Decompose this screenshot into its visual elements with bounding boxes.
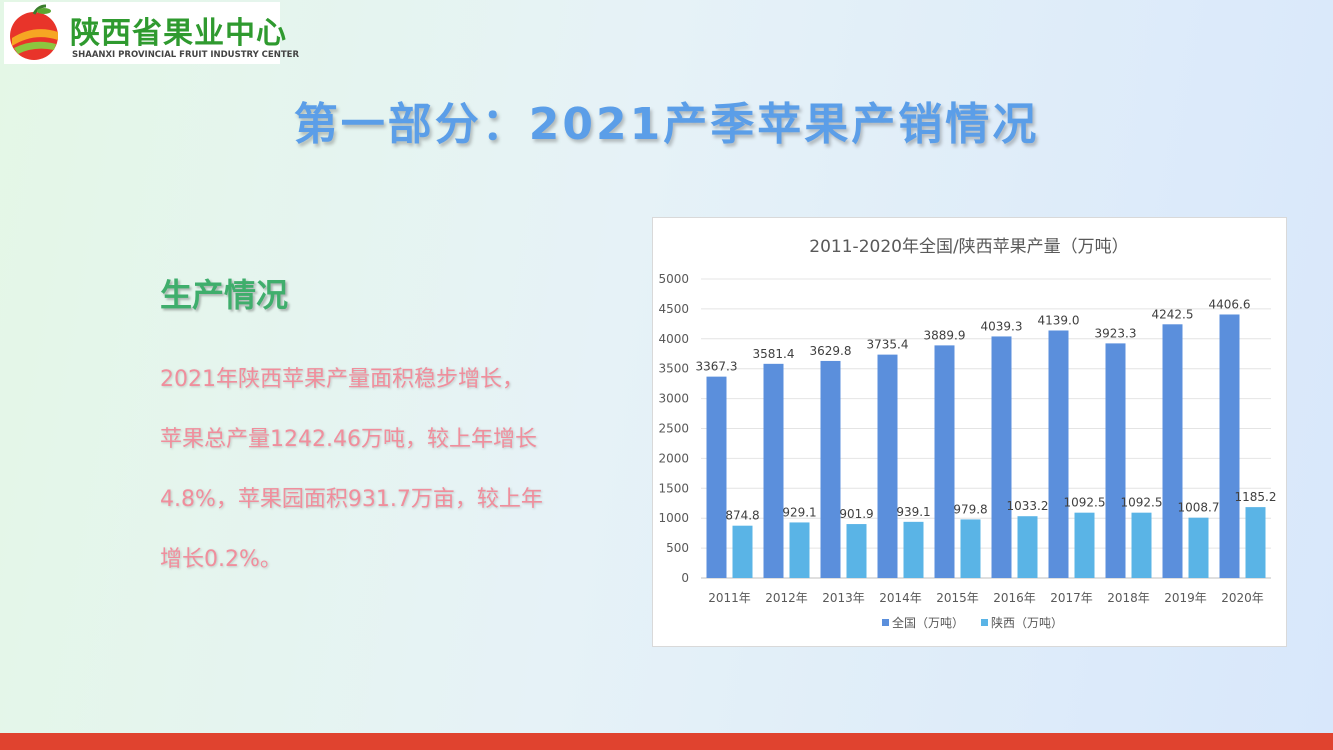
- data-label: 1092.5: [1064, 496, 1106, 510]
- logo-name-en: SHAANXI PROVINCIAL FRUIT INDUSTRY CENTER: [72, 50, 299, 60]
- chart-title: 2011-2020年全国/陕西苹果产量（万吨）: [809, 237, 1128, 257]
- bar-shaanxi: [1245, 507, 1266, 578]
- x-tick-label: 2018年: [1107, 591, 1150, 605]
- y-tick-label: 5000: [658, 272, 689, 286]
- logo-name-cn: 陕西省果业中心: [70, 16, 287, 51]
- bar-shaanxi: [903, 521, 924, 578]
- x-tick-label: 2015年: [936, 591, 979, 605]
- data-label: 4242.5: [1152, 307, 1194, 321]
- bar-shaanxi: [1074, 512, 1095, 578]
- x-tick-label: 2019年: [1164, 591, 1207, 605]
- x-tick-label: 2017年: [1050, 591, 1093, 605]
- x-tick-label: 2020年: [1221, 591, 1264, 605]
- bar-national: [1219, 314, 1240, 578]
- x-tick-label: 2012年: [765, 591, 808, 605]
- data-label: 979.8: [953, 502, 987, 516]
- bar-national: [1162, 324, 1183, 578]
- data-label: 901.9: [839, 507, 873, 521]
- data-label: 4139.0: [1038, 313, 1080, 327]
- data-label: 939.1: [896, 505, 930, 519]
- legend-swatch: [981, 619, 988, 626]
- y-tick-label: 4000: [658, 332, 689, 346]
- bar-national: [706, 376, 727, 578]
- data-label: 3889.9: [924, 328, 966, 342]
- x-tick-label: 2013年: [822, 591, 865, 605]
- bar-shaanxi: [960, 519, 981, 578]
- y-tick-label: 2000: [658, 451, 689, 465]
- production-chart: 2011-2020年全国/陕西苹果产量（万吨） 0 500 1000 1500 2000…: [652, 217, 1287, 647]
- section-title: 生产情况: [160, 276, 289, 314]
- logo: 陕西省果业中心 SHAANXI PROVINCIAL FRUIT INDUSTR…: [4, 2, 299, 64]
- y-tick-label: 3000: [658, 392, 689, 406]
- y-tick-label: 0: [681, 571, 689, 585]
- data-label: 3923.3: [1095, 326, 1137, 340]
- data-label: 874.8: [725, 509, 759, 523]
- chart-svg: 2011-2020年全国/陕西苹果产量（万吨） 0 500 1000 1500 2000…: [658, 237, 1277, 630]
- page-title: 第一部分：2021产季苹果产销情况: [293, 99, 1040, 150]
- data-label: 1008.7: [1178, 501, 1220, 515]
- paragraph-line: 2021年陕西苹果产量面积稳步增长，: [160, 367, 524, 392]
- bar-national: [934, 345, 955, 578]
- data-label: 3735.4: [867, 338, 909, 352]
- x-tick-label: 2014年: [879, 591, 922, 605]
- bar-shaanxi: [1188, 517, 1209, 578]
- bar-national: [877, 354, 898, 578]
- legend-label: 陕西（万吨）: [991, 615, 1063, 630]
- data-label: 929.1: [782, 505, 816, 519]
- data-label: 1033.2: [1007, 499, 1049, 513]
- legend-label: 全国（万吨）: [892, 615, 964, 630]
- y-tick-label: 1000: [658, 511, 689, 525]
- bar-shaanxi: [789, 522, 810, 578]
- bar-shaanxi: [732, 525, 753, 578]
- bar-national: [763, 363, 784, 578]
- data-label: 4406.6: [1209, 297, 1251, 311]
- data-label: 3629.8: [810, 344, 852, 358]
- bottom-bar: [0, 733, 1333, 750]
- apple-logo-icon: [10, 4, 58, 60]
- bar-national: [1105, 343, 1126, 578]
- bar-national: [991, 336, 1012, 578]
- bar-national: [820, 360, 841, 578]
- legend-swatch: [882, 619, 889, 626]
- bar-shaanxi: [1017, 516, 1038, 578]
- data-label: 3581.4: [753, 347, 795, 361]
- y-tick-label: 3500: [658, 362, 689, 376]
- y-tick-label: 2500: [658, 422, 689, 436]
- x-tick-label: 2016年: [993, 591, 1036, 605]
- data-label: 1092.5: [1121, 496, 1163, 510]
- x-tick-label: 2011年: [708, 591, 751, 605]
- data-label: 3367.3: [696, 360, 738, 374]
- paragraph-line: 4.8%，苹果园面积931.7万亩，较上年: [160, 487, 543, 512]
- production-paragraph: 2021年陕西苹果产量面积稳步增长， 苹果总产量1242.46万吨，较上年增长 …: [160, 350, 600, 590]
- data-label: 4039.3: [981, 319, 1023, 333]
- paragraph-line: 苹果总产量1242.46万吨，较上年增长: [160, 427, 537, 452]
- bar-shaanxi: [846, 524, 867, 578]
- y-tick-label: 4500: [658, 302, 689, 316]
- paragraph-line: 增长0.2%。: [160, 547, 282, 572]
- bar-shaanxi: [1131, 512, 1152, 578]
- data-label: 1185.2: [1235, 490, 1277, 504]
- y-tick-label: 1500: [658, 481, 689, 495]
- y-tick-label: 500: [666, 541, 689, 555]
- bar-national: [1048, 330, 1069, 578]
